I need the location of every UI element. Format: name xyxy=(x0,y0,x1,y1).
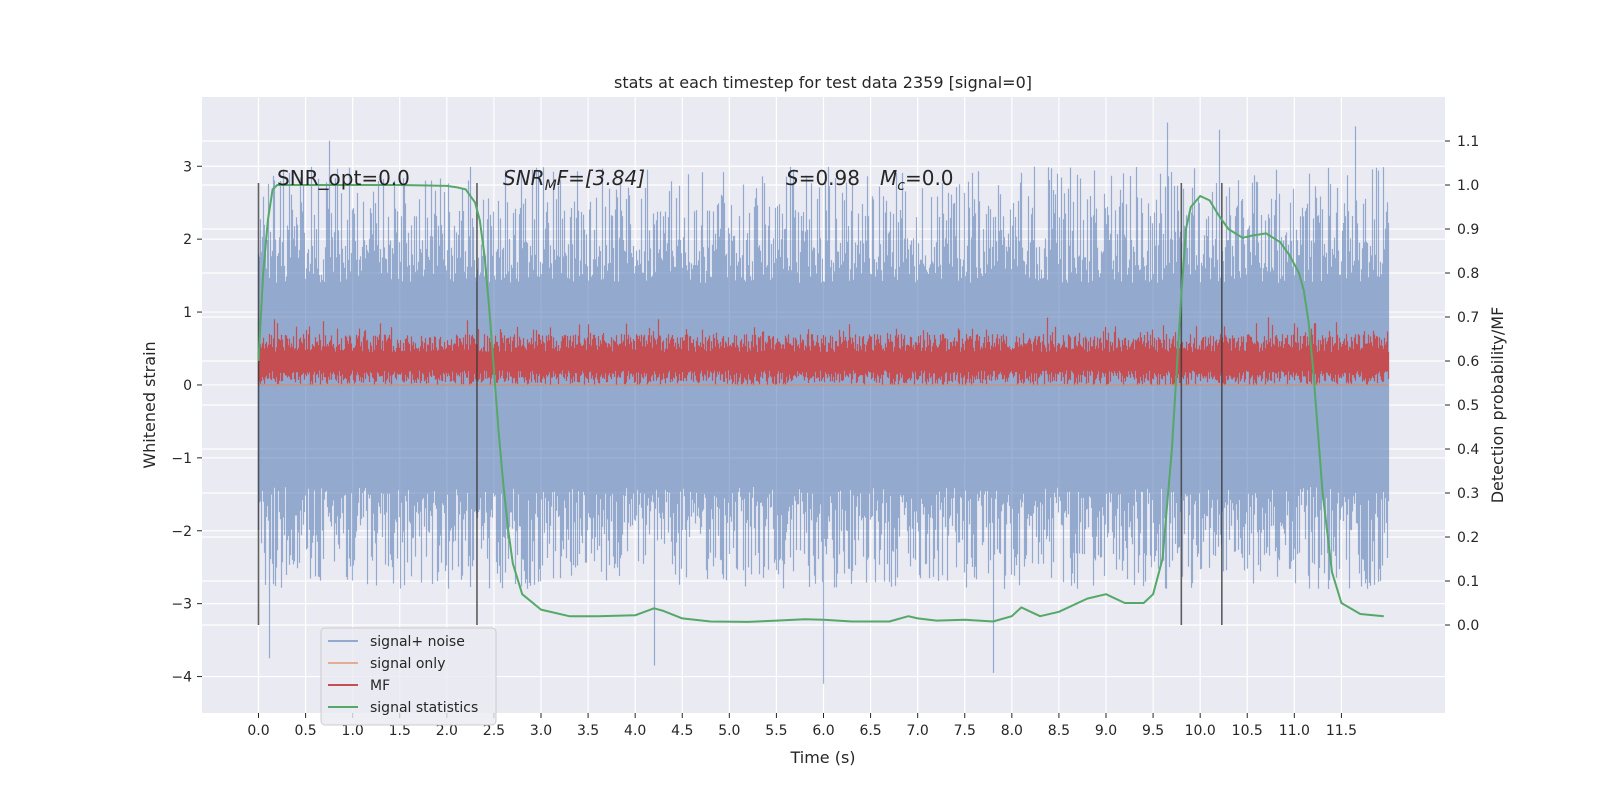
x-tick-label: 11.5 xyxy=(1326,723,1357,739)
x-tick-label: 4.5 xyxy=(671,723,693,739)
x-tick-label: 6.0 xyxy=(812,723,834,739)
legend-box xyxy=(320,627,497,726)
legend-label-signal-only: signal only xyxy=(370,656,445,672)
s-label: S xyxy=(786,166,799,190)
y-tick-label: 0 xyxy=(183,378,192,394)
y-tick-label: −2 xyxy=(171,524,192,540)
x-axis-label: Time (s) xyxy=(789,748,855,767)
y-tick-label: 1 xyxy=(183,305,192,321)
y-tick-labels: −4 −3 −2 −1 0 1 2 3 xyxy=(171,159,202,686)
series-signal-statistics xyxy=(257,184,1384,623)
y-right-tick-label: 0.9 xyxy=(1457,222,1479,238)
y-axis-label: Whitened strain xyxy=(140,341,159,468)
x-tick-label: 8.0 xyxy=(1001,723,1023,739)
y-tick-label: 2 xyxy=(183,232,192,248)
y-right-tick-label: 0.1 xyxy=(1457,574,1479,590)
y-right-tick-label: 1.1 xyxy=(1457,134,1479,150)
x-tick-label: 1.5 xyxy=(389,723,411,739)
x-tick-label: 10.5 xyxy=(1232,723,1263,739)
legend: signal+ noise signal only MF signal stat… xyxy=(320,627,497,726)
x-tick-label: 2.5 xyxy=(483,723,505,739)
x-tick-label: 6.5 xyxy=(859,723,881,739)
annotation-snr-opt: SNR_opt=0.0 xyxy=(277,166,410,190)
x-tick-label: 11.0 xyxy=(1279,723,1310,739)
y-right-tick-label: 0.4 xyxy=(1457,442,1479,458)
y-right-tick-label: 0.7 xyxy=(1457,310,1479,326)
mc-sub: c xyxy=(897,178,905,194)
y-tick-label: −3 xyxy=(171,597,192,613)
vertical-markers xyxy=(257,183,1223,625)
legend-label-mf: MF xyxy=(370,678,390,694)
y-tick-label: −4 xyxy=(171,670,192,686)
mc-value: =0.0 xyxy=(905,166,954,190)
annotation-s-value: S=0.98 xyxy=(786,166,860,190)
x-tick-label: 8.5 xyxy=(1048,723,1070,739)
snr-mf-base: SNR xyxy=(503,166,545,190)
y-right-tick-label: 0.2 xyxy=(1457,530,1479,546)
y-tick-label: −1 xyxy=(171,451,192,467)
legend-label-signal-noise: signal+ noise xyxy=(370,634,465,650)
y-right-tick-label: 0.8 xyxy=(1457,266,1479,282)
y-right-tick-label: 0.0 xyxy=(1457,618,1479,634)
x-tick-label: 1.0 xyxy=(342,723,364,739)
mc-label: M xyxy=(880,166,897,190)
x-tick-label: 7.5 xyxy=(954,723,976,739)
legend-label-signal-statistics: signal statistics xyxy=(370,700,478,716)
x-tick-label: 5.0 xyxy=(718,723,740,739)
x-tick-label: 2.0 xyxy=(436,723,458,739)
x-tick-labels: 0.0 0.5 1.0 1.5 2.0 2.5 3.0 3.5 4.0 4.5 5.0 5.5 6.0 6… xyxy=(247,713,1357,739)
x-tick-label: 3.0 xyxy=(530,723,552,739)
y-right-tick-labels: 0.0 0.1 0.2 0.3 0.4 0.5 0.6 0.7 0.8 0.9 1.0 1.1 xyxy=(1445,134,1479,634)
s-value: =0.98 xyxy=(799,166,860,190)
x-tick-label: 3.5 xyxy=(577,723,599,739)
x-tick-label: 9.0 xyxy=(1095,723,1117,739)
x-tick-label: 0.0 xyxy=(247,723,269,739)
chart-title: stats at each timestep for test data 235… xyxy=(614,73,1032,92)
y-right-axis-label: Detection probability/MF xyxy=(1488,307,1507,504)
y-right-tick-label: 1.0 xyxy=(1457,178,1479,194)
x-tick-label: 4.0 xyxy=(624,723,646,739)
y-right-tick-label: 0.6 xyxy=(1457,354,1479,370)
x-tick-label: 7.0 xyxy=(907,723,929,739)
annotation-mc-value: Mc=0.0 xyxy=(880,166,954,194)
x-tick-label: 5.5 xyxy=(765,723,787,739)
snr-mf-tail: F=[3.84] xyxy=(557,166,645,190)
x-tick-label: 10.0 xyxy=(1185,723,1216,739)
annotation-snr-mf: SNRMF=[3.84] xyxy=(503,166,645,194)
x-tick-label: 9.5 xyxy=(1142,723,1164,739)
signal-statistics-line xyxy=(257,184,1384,623)
y-right-tick-label: 0.5 xyxy=(1457,398,1479,414)
snr-mf-sub: M xyxy=(545,178,557,194)
y-right-tick-label: 0.3 xyxy=(1457,486,1479,502)
y-tick-label: 3 xyxy=(183,159,192,175)
x-tick-label: 0.5 xyxy=(294,723,316,739)
